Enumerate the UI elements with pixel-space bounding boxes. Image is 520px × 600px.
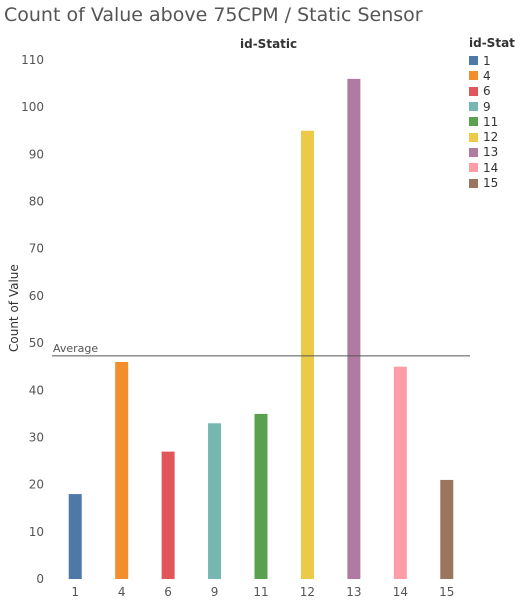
legend: id-Stat 1 4 6 9 11 12 13 14 15 xyxy=(469,36,515,191)
legend-label: 15 xyxy=(483,176,499,191)
bar xyxy=(440,479,454,579)
legend-swatch xyxy=(469,102,478,112)
x-tick-label: 13 xyxy=(346,585,361,599)
legend-label: 9 xyxy=(483,99,491,114)
bar xyxy=(115,361,129,579)
legend-items: 1 4 6 9 11 12 13 14 15 xyxy=(469,53,515,191)
legend-title: id-Stat xyxy=(469,36,515,50)
legend-label: 12 xyxy=(483,130,499,145)
legend-swatch xyxy=(469,163,478,173)
legend-label: 6 xyxy=(483,84,491,99)
legend-swatch xyxy=(469,56,478,66)
bar xyxy=(393,366,407,579)
x-tick-label: 9 xyxy=(211,585,219,599)
y-tick-label: 60 xyxy=(29,289,44,303)
y-tick-label: 90 xyxy=(29,147,44,161)
legend-swatch xyxy=(469,147,478,157)
y-tick-label: 20 xyxy=(29,478,44,492)
x-tick-label: 14 xyxy=(393,585,408,599)
legend-item[interactable]: 9 xyxy=(469,99,515,114)
legend-swatch xyxy=(469,86,478,96)
bar xyxy=(254,413,268,579)
chart-title: Count of Value above 75CPM / Static Sens… xyxy=(4,4,423,26)
x-tick-label: 4 xyxy=(118,585,126,599)
x-tick-label: 15 xyxy=(439,585,454,599)
y-tick-label: 80 xyxy=(29,195,44,209)
x-tick-label: 12 xyxy=(300,585,315,599)
legend-swatch xyxy=(469,178,478,188)
legend-item[interactable]: 12 xyxy=(469,129,515,144)
legend-label: 4 xyxy=(483,68,491,83)
legend-swatch xyxy=(469,132,478,142)
legend-swatch xyxy=(469,117,478,127)
legend-label: 13 xyxy=(483,145,499,160)
y-tick-label: 0 xyxy=(36,572,44,586)
y-tick-label: 100 xyxy=(21,100,44,114)
legend-label: 14 xyxy=(483,160,499,175)
x-tick-label: 1 xyxy=(71,585,79,599)
bar xyxy=(208,423,222,579)
bar xyxy=(300,130,314,580)
y-tick-label: 50 xyxy=(29,336,44,350)
legend-item[interactable]: 14 xyxy=(469,160,515,175)
legend-item[interactable]: 1 xyxy=(469,53,515,68)
legend-item[interactable]: 6 xyxy=(469,84,515,99)
bar xyxy=(161,451,175,579)
bar xyxy=(68,494,82,579)
y-tick-label: 40 xyxy=(29,383,44,397)
y-tick-label: 70 xyxy=(29,242,44,256)
x-tick-label: 11 xyxy=(253,585,268,599)
legend-swatch xyxy=(469,71,478,81)
column-header: id-Static xyxy=(240,37,298,51)
legend-label: 1 xyxy=(483,53,491,68)
x-tick-label: 6 xyxy=(164,585,172,599)
legend-label: 11 xyxy=(483,114,499,129)
y-tick-label: 30 xyxy=(29,430,44,444)
legend-item[interactable]: 4 xyxy=(469,68,515,83)
legend-item[interactable]: 13 xyxy=(469,145,515,160)
y-tick-label: 110 xyxy=(21,53,44,67)
legend-item[interactable]: 11 xyxy=(469,114,515,129)
average-line-label: Average xyxy=(53,342,98,355)
y-tick-label: 10 xyxy=(29,525,44,539)
legend-item[interactable]: 15 xyxy=(469,175,515,190)
bar xyxy=(347,78,361,579)
